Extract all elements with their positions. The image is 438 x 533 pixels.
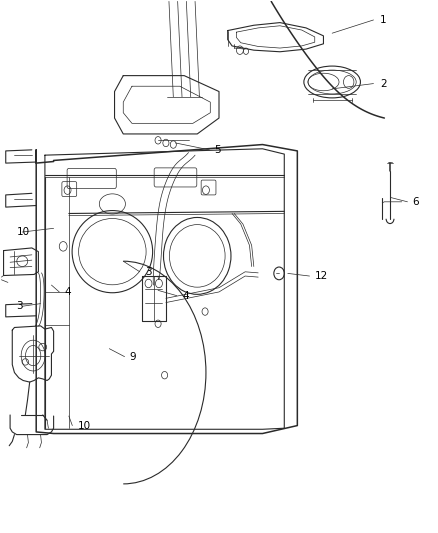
- Text: 10: 10: [78, 421, 91, 431]
- Text: 3: 3: [17, 301, 23, 311]
- Text: 1: 1: [380, 15, 387, 25]
- Text: 6: 6: [413, 197, 419, 207]
- Text: 10: 10: [17, 227, 30, 237]
- Text: 2: 2: [380, 78, 387, 88]
- Text: 12: 12: [315, 271, 328, 281]
- Text: 4: 4: [64, 287, 71, 297]
- Text: 5: 5: [215, 145, 221, 155]
- Text: 3: 3: [145, 267, 152, 277]
- Text: 4: 4: [182, 290, 189, 301]
- Text: 9: 9: [130, 352, 136, 361]
